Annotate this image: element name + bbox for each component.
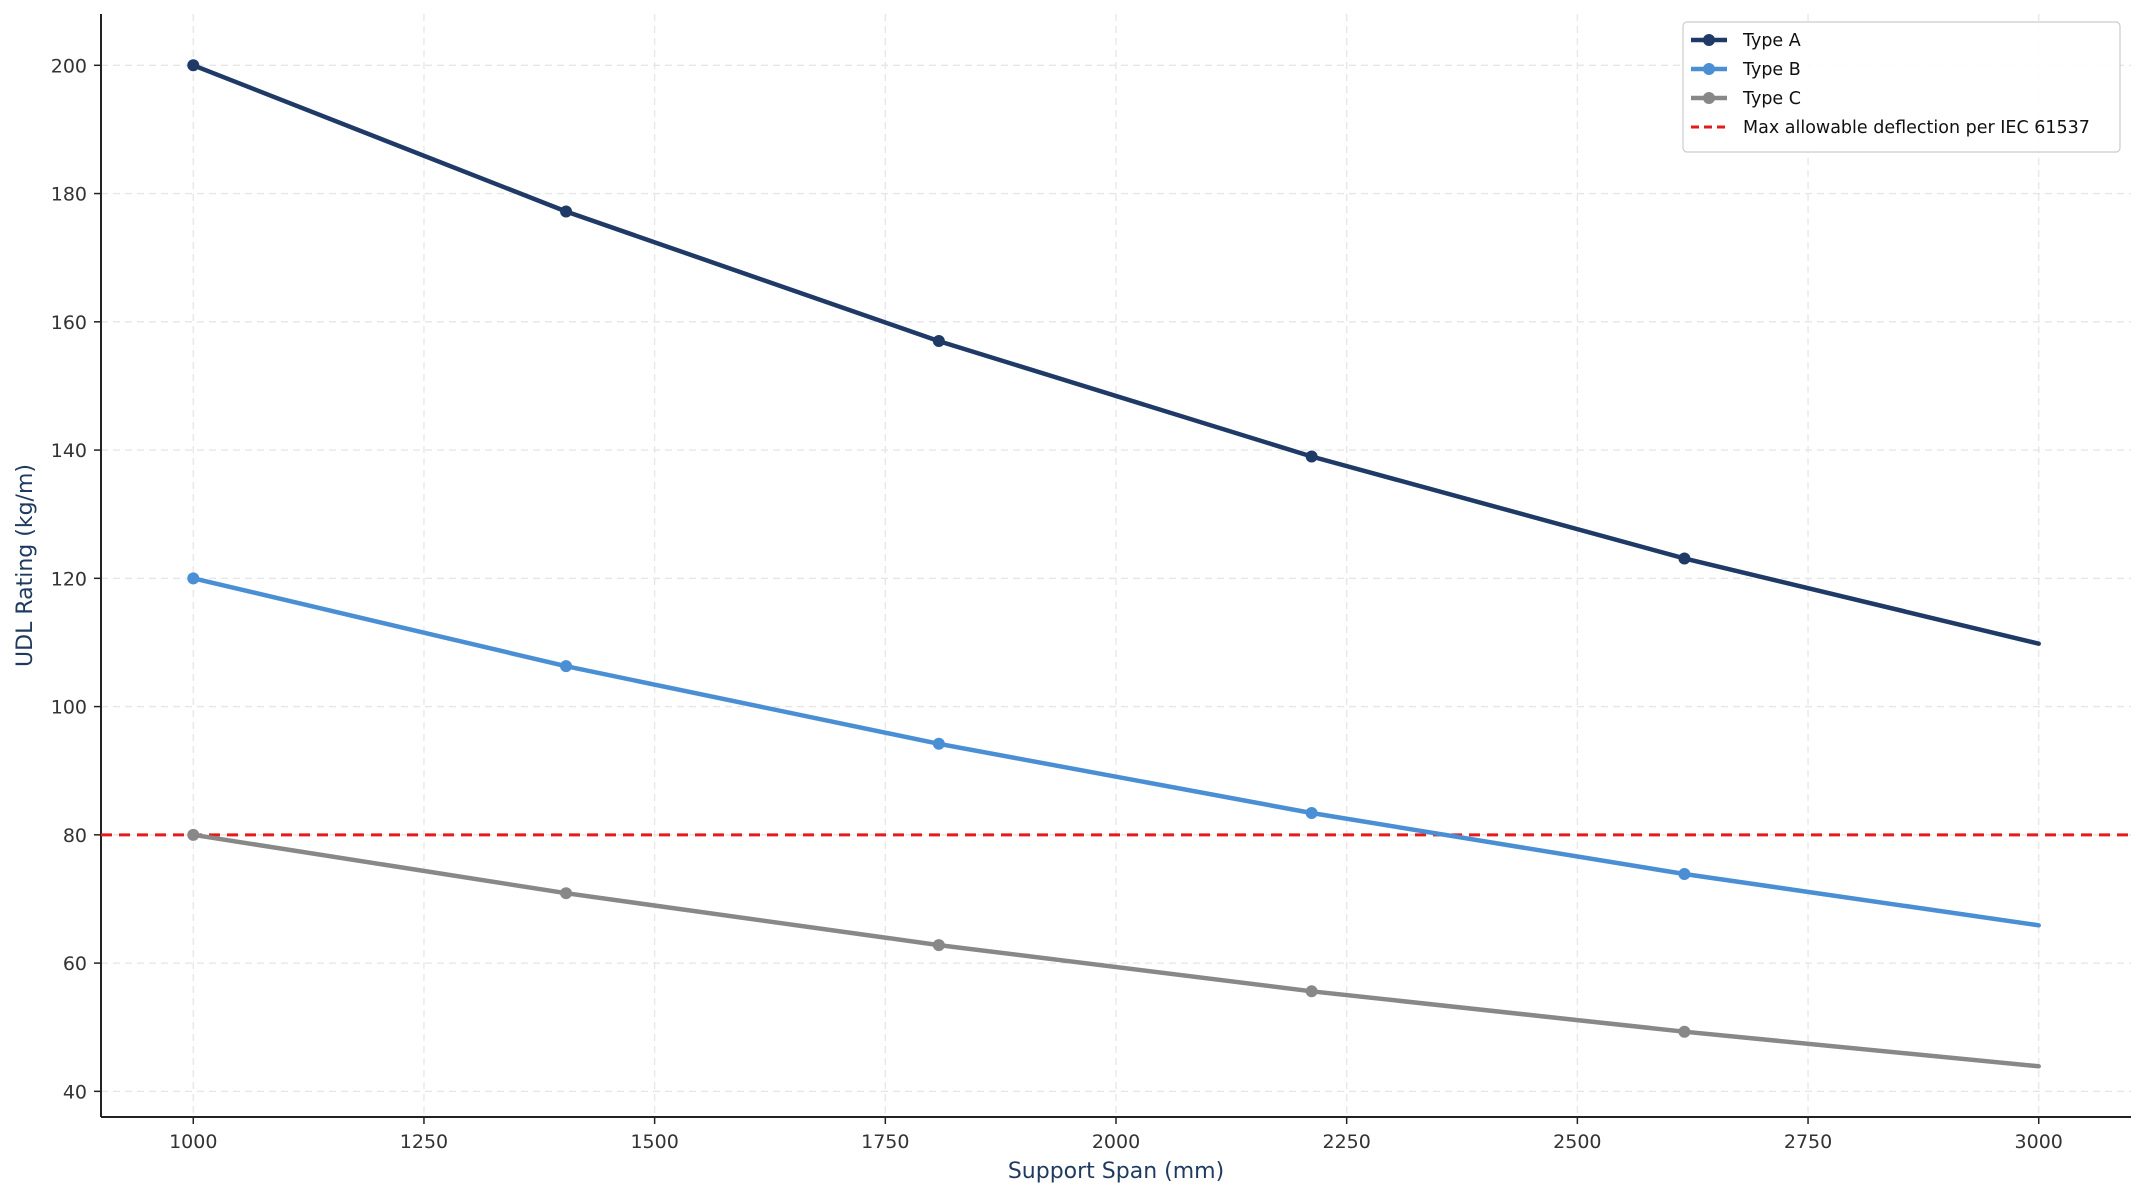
x-axis-title: Support Span (mm) [1008,1159,1224,1184]
data-point-type-c-1404 [560,887,573,900]
data-point-type-a-1000 [187,59,200,72]
x-tick-group: 1000 1250 1500 1750 2000 2250 2500 2750 3000 [169,1117,2063,1153]
legend-label-type-a: Type A [1742,31,1801,51]
data-point-type-b-2616 [1678,867,1691,880]
legend-marker-type-c [1703,92,1715,104]
series-line-type-b [191,576,2041,928]
x-tick-label-1000: 1000 [169,1131,217,1153]
y-tick-label-60: 60 [63,953,87,975]
x-tick-label-1500: 1500 [630,1131,678,1153]
grid-layer [101,14,2131,1117]
data-point-type-b-1404 [560,660,573,673]
legend-label-type-b: Type B [1742,60,1801,80]
y-tick-label-40: 40 [63,1081,87,1103]
data-point-type-b-1808 [932,737,945,750]
y-tick-label-120: 120 [51,568,87,590]
legend-box [1682,21,2121,153]
x-tick-label-1750: 1750 [861,1131,909,1153]
y-tick-label-180: 180 [51,184,87,206]
y-tick-label-200: 200 [51,55,87,77]
data-point-type-a-1808 [932,335,945,348]
data-point-type-c-1808 [932,939,945,952]
series-line-type-a [191,63,2041,646]
series-line-type-c [191,832,2041,1069]
data-point-type-c-2616 [1678,1025,1691,1038]
y-tick-label-100: 100 [51,697,87,719]
data-point-type-c-1000 [187,828,200,841]
legend-label-max-allowable-deflection-per-iec-61537: Max allowable deflection per IEC 61537 [1743,118,2090,138]
data-point-type-a-2212 [1305,450,1318,463]
x-tick-label-2250: 2250 [1323,1131,1371,1153]
y-tick-group: 40 60 80 100 120 140 160 180 200 [51,55,101,1103]
data-point-type-c-2212 [1305,985,1318,998]
legend-marker-type-a [1703,34,1715,46]
x-tick-label-2750: 2750 [1784,1131,1832,1153]
data-point-type-b-2212 [1305,807,1318,820]
y-axis-title: UDL Rating (kg/m) [13,464,38,667]
x-tick-label-3000: 3000 [2015,1131,2063,1153]
data-point-type-a-2616 [1678,552,1691,565]
y-tick-label-140: 140 [51,440,87,462]
y-tick-label-160: 160 [51,312,87,334]
data-point-type-b-1000 [187,572,200,585]
y-tick-label-80: 80 [63,825,87,847]
data-point-type-a-1404 [560,205,573,218]
legend-marker-type-b [1703,63,1715,75]
x-tick-label-1250: 1250 [400,1131,448,1153]
legend: Type A Type B Type C Max allowable deflecti… [1682,21,2121,153]
series-layer [187,59,2041,1069]
x-tick-label-2500: 2500 [1553,1131,1601,1153]
x-tick-label-2000: 2000 [1092,1131,1140,1153]
legend-label-type-c: Type C [1742,89,1801,109]
